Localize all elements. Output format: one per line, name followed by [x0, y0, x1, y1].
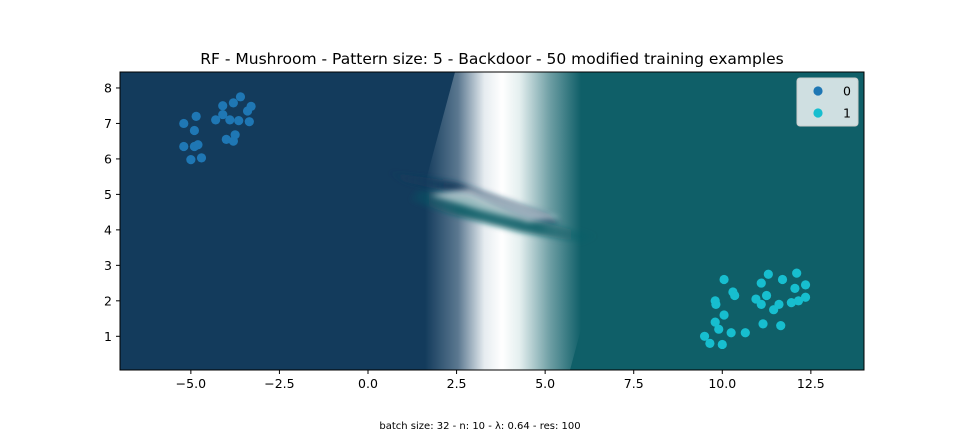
legend-label-1: 1	[843, 106, 851, 121]
point-class1-5	[714, 324, 724, 334]
point-class1-16	[756, 299, 766, 309]
y-tick-label-0: 1	[104, 329, 112, 344]
y-axis: 1 2 3 4 5 6 7 8	[104, 80, 120, 344]
point-class1-1	[705, 338, 715, 348]
point-class0-10	[218, 109, 228, 120]
point-class1-12	[740, 328, 750, 338]
point-class1-15	[758, 319, 768, 329]
point-class0-5	[193, 140, 203, 150]
x-tick-label-4: 5.0	[535, 376, 555, 391]
x-tick-label-1: −2.5	[264, 376, 294, 391]
point-class1-23	[786, 297, 796, 308]
y-tick-label-4: 5	[104, 187, 112, 202]
point-class1-6	[717, 339, 727, 350]
point-class0-0	[179, 118, 189, 129]
point-class0-17	[242, 106, 253, 116]
surface-backdoor-sliver-light	[430, 188, 560, 222]
point-class0-11	[225, 115, 235, 125]
point-class0-7	[196, 153, 207, 163]
point-class0-9	[218, 101, 228, 111]
y-tick-label-1: 2	[104, 293, 112, 308]
chart-title: RF - Mushroom - Pattern size: 5 - Backdo…	[200, 50, 783, 68]
x-tick-label-3: 2.5	[447, 376, 467, 391]
point-class1-18	[763, 269, 773, 279]
point-class1-9	[726, 328, 736, 338]
point-class1-17	[761, 290, 772, 301]
plot-frame	[119, 71, 865, 371]
point-class1-24	[790, 283, 800, 294]
point-class0-1	[191, 111, 201, 121]
legend-label-0: 0	[843, 84, 851, 99]
y-tick-label-3: 4	[104, 222, 112, 237]
point-class1-28	[800, 280, 811, 290]
point-class0-12	[228, 98, 238, 108]
point-class1-4	[711, 299, 721, 309]
point-class0-6	[186, 155, 196, 165]
point-class0-14	[234, 116, 244, 126]
point-class1-22	[777, 274, 788, 285]
legend-box	[796, 77, 859, 127]
chart-footnote: batch size: 32 - n: 10 - λ: 0.64 - res: …	[379, 421, 580, 432]
point-class0-20	[230, 130, 240, 140]
point-class1-11	[730, 290, 740, 301]
point-class1-26	[793, 296, 804, 306]
legend: 01	[796, 77, 859, 127]
x-tick-label-2: 0.0	[358, 376, 378, 391]
x-tick-label-0: −5.0	[176, 376, 206, 391]
point-class1-2	[710, 317, 720, 327]
point-class0-8	[211, 115, 221, 125]
x-axis: −5.0 −2.5 0.0 2.5 5.0 7.5 10.0 12.5	[176, 370, 825, 391]
point-class0-15	[244, 117, 254, 127]
point-class1-20	[774, 299, 784, 309]
y-tick-label-7: 8	[104, 80, 112, 95]
y-tick-label-5: 6	[104, 151, 112, 166]
point-class1-21	[776, 321, 786, 331]
points-layer	[179, 92, 811, 350]
point-class1-0	[699, 331, 710, 341]
point-class1-8	[719, 310, 729, 320]
y-tick-label-6: 7	[104, 116, 112, 131]
point-class1-7	[719, 274, 729, 285]
plot-area	[120, 72, 864, 370]
y-tick-label-2: 3	[104, 258, 112, 273]
x-tick-label-7: 12.5	[797, 376, 825, 391]
legend-marker-0	[813, 86, 823, 96]
point-class1-25	[792, 268, 802, 278]
point-class0-3	[179, 141, 189, 152]
point-class1-14	[756, 278, 766, 288]
legend-marker-1	[813, 108, 823, 118]
x-tick-label-5: 7.5	[624, 376, 644, 391]
point-class0-18	[221, 134, 231, 145]
point-class1-27	[800, 292, 811, 302]
x-tick-label-6: 10.0	[708, 376, 736, 391]
point-class0-2	[189, 125, 199, 136]
point-class0-13	[235, 92, 246, 102]
